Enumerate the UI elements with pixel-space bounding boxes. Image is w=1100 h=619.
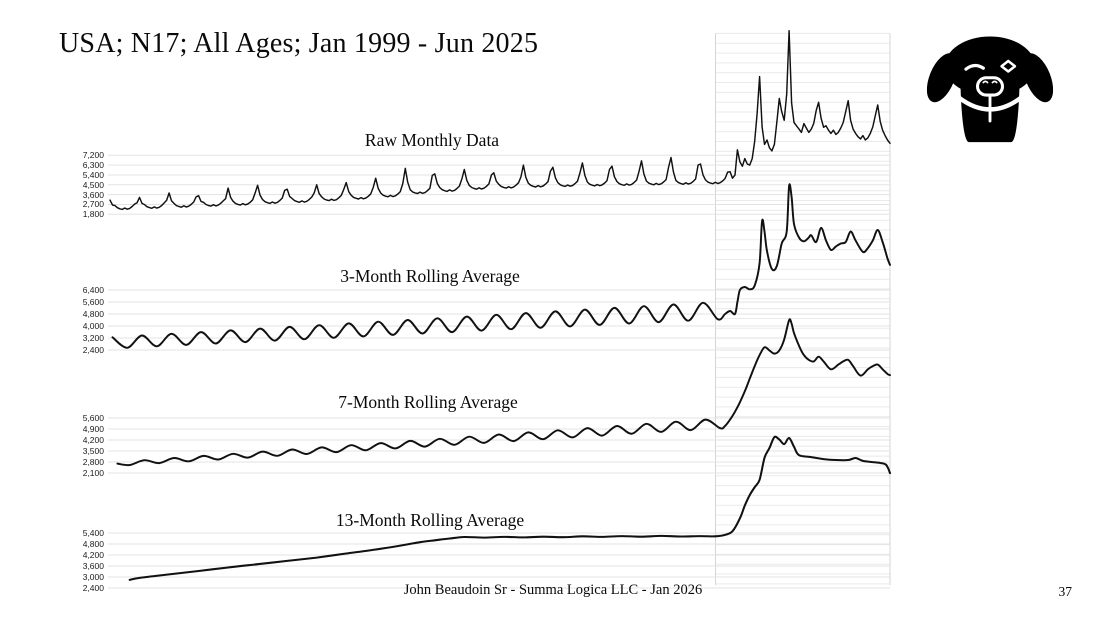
raw-monthly-series-line [109,29,891,211]
black-dog-logo-icon [926,36,1054,143]
rolling-13mo-series-line [128,435,892,581]
rolling-7mo-series-line [116,318,891,467]
rolling-3mo-series-line [111,183,891,349]
